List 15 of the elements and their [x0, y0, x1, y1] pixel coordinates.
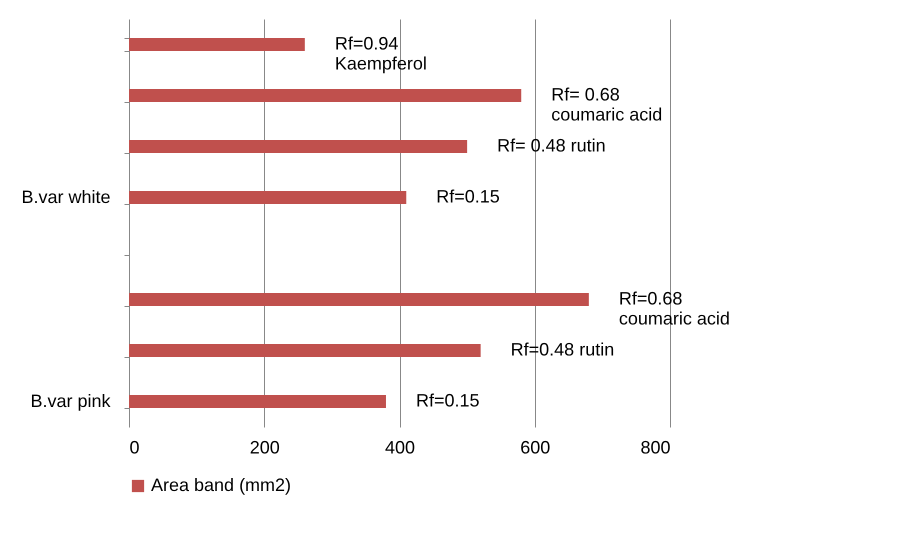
x-tick-label: 400: [384, 438, 416, 458]
annotation: Rf=0.68 coumaric acid: [618, 288, 730, 328]
x-tick-label: 0: [130, 438, 140, 458]
annotation: Rf= 0.48 rutin: [497, 136, 606, 156]
x-tick-label: 800: [640, 438, 670, 458]
annotation: Rf=0.94 Kaempferol: [334, 34, 427, 74]
y-tick-label: B.var white: [21, 187, 110, 207]
x-tick-label: 600: [520, 438, 550, 458]
annotation: Rf=0.15: [416, 390, 480, 410]
x-tick-label: 200: [250, 438, 280, 458]
legend-label: Area band (mm2): [151, 475, 292, 495]
y-tick-label: B.var pink: [30, 391, 112, 411]
annotation: Rf=0.48 rutin: [510, 340, 614, 360]
annotation: Rf=0.15: [436, 186, 500, 206]
annotation: Rf= 0.68 coumaric acid: [551, 84, 662, 124]
